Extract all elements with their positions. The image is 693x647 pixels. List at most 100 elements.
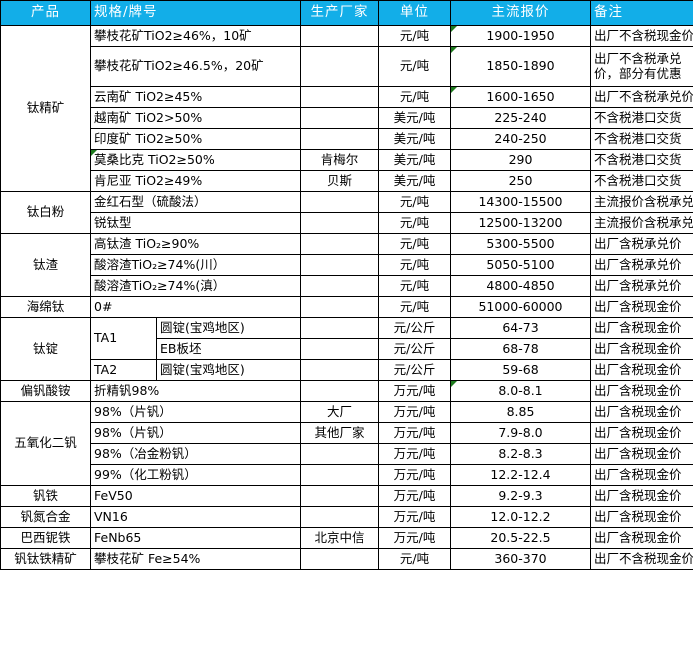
remark-cell: 出厂含税现金价	[590, 296, 693, 318]
table-row: 五氧化二钒 98%（片钒） 大厂 万元/吨 8.85 出厂含税现金价	[0, 401, 693, 486]
unit-cell: 元/吨	[378, 212, 451, 234]
spec-grade-cell: TA2	[90, 359, 157, 381]
unit-cell: 元/吨	[378, 86, 451, 108]
header-product: 产品	[0, 0, 91, 26]
unit-cell: 万元/吨	[378, 443, 451, 465]
remark-cell: 出厂不含税现金价	[590, 548, 693, 570]
product-group-cell: 五氧化二钒	[0, 401, 91, 486]
manufacturer-cell	[300, 233, 379, 255]
spec-cell: FeV50	[90, 485, 301, 507]
spec-cell: EB板坯	[156, 338, 301, 360]
price-cell: 8.0-8.1	[450, 380, 591, 402]
manufacturer-cell	[300, 86, 379, 108]
spec-cell: 莫桑比克 TiO2≥50%	[90, 149, 301, 171]
unit-cell: 元/吨	[378, 25, 451, 47]
table-row: 攀枝花矿TiO2≥46.5%，20矿 元/吨 1850-1890 出厂不含税承兑价，部…	[1, 46, 693, 87]
table-row: 98%（冶金粉钒） 万元/吨 8.2-8.3 出厂含税现金价	[1, 443, 693, 465]
price-cell: 20.5-22.5	[450, 527, 591, 549]
price-cell: 4800-4850	[450, 275, 591, 297]
price-cell: 8.2-8.3	[450, 443, 591, 465]
remark-cell: 出厂含税现金价	[590, 422, 693, 444]
table-row: 钛精矿 攀枝花矿TiO2≥46%，10矿 元/吨 1900-1950 出厂不含税现金价	[0, 25, 693, 192]
remark-cell: 出厂含税现金价	[590, 506, 693, 528]
product-group-cell: 钛精矿	[0, 25, 91, 192]
manufacturer-cell	[300, 317, 379, 339]
table-row: 钒钛铁精矿 攀枝花矿 Fe≥54% 元/吨 360-370 出厂不含税现金价	[0, 548, 693, 570]
price-cell: 240-250	[450, 128, 591, 150]
table-row: 莫桑比克 TiO2≥50% 肯梅尔 美元/吨 290 不含税港口交货	[1, 149, 693, 171]
spec-cell: 98%（冶金粉钒）	[90, 443, 301, 465]
price-cell: 1850-1890	[450, 46, 591, 87]
remark-cell: 出厂含税现金价	[590, 401, 693, 423]
unit-cell: 万元/吨	[378, 401, 451, 423]
table-row: 99%（化工粉钒） 万元/吨 12.2-12.4 出厂含税现金价	[1, 464, 693, 486]
spec-cell: 圆锭(宝鸡地区)	[156, 359, 301, 381]
remark-cell: 出厂含税承兑价	[590, 275, 693, 297]
price-cell: 59-68	[450, 359, 591, 381]
table-row: 巴西铌铁 FeNb65 北京中信 万元/吨 20.5-22.5 出厂含税现金价	[0, 527, 693, 549]
table-row: 海绵钛 0# 元/吨 51000-60000 出厂含税现金价	[0, 296, 693, 318]
manufacturer-cell	[300, 380, 379, 402]
manufacturer-cell	[300, 506, 379, 528]
spec-cell: 金红石型（硫酸法）	[90, 191, 301, 213]
remark-cell: 出厂含税现金价	[590, 485, 693, 507]
unit-cell: 元/公斤	[378, 338, 451, 360]
unit-cell: 元/吨	[378, 254, 451, 276]
price-cell: 7.9-8.0	[450, 422, 591, 444]
price-cell: 1900-1950	[450, 25, 591, 47]
price-cell: 5050-5100	[450, 254, 591, 276]
spec-cell: 98%（片钒）	[90, 422, 301, 444]
manufacturer-cell	[300, 254, 379, 276]
table-row: 钛白粉 金红石型（硫酸法） 元/吨 14300-15500 主流报价含税承兑	[0, 191, 693, 234]
remark-cell: 不含税港口交货	[590, 149, 693, 171]
spec-cell: 酸溶渣TiO₂≥74%(滇）	[90, 275, 301, 297]
manufacturer-cell	[300, 25, 379, 47]
remark-cell: 出厂含税现金价	[590, 527, 693, 549]
remark-cell: 主流报价含税承兑	[590, 212, 693, 234]
table-row: 98%（片钒） 其他厂家 万元/吨 7.9-8.0 出厂含税现金价	[1, 422, 693, 444]
product-group-cell: 巴西铌铁	[0, 527, 91, 549]
unit-cell: 元/吨	[378, 548, 451, 570]
price-cell: 9.2-9.3	[450, 485, 591, 507]
product-group-cell: 钛渣	[0, 233, 91, 297]
remark-cell: 出厂含税承兑价	[590, 254, 693, 276]
product-group-cell: 偏钒酸铵	[0, 380, 91, 402]
price-cell: 360-370	[450, 548, 591, 570]
header-manufacturer: 生产厂家	[300, 0, 379, 26]
unit-cell: 美元/吨	[378, 149, 451, 171]
unit-cell: 美元/吨	[378, 128, 451, 150]
price-cell: 64-73	[450, 317, 591, 339]
remark-cell: 出厂含税现金价	[590, 443, 693, 465]
unit-cell: 万元/吨	[378, 380, 451, 402]
spec-cell: 酸溶渣TiO₂≥74%(川）	[90, 254, 301, 276]
header-remark: 备注	[590, 0, 693, 26]
manufacturer-cell	[300, 548, 379, 570]
product-group-cell: 钒氮合金	[0, 506, 91, 528]
manufacturer-cell: 贝斯	[300, 170, 379, 192]
price-cell: 250	[450, 170, 591, 192]
spec-cell: 印度矿 TiO2≥50%	[90, 128, 301, 150]
table-row: 钒铁 FeV50 万元/吨 9.2-9.3 出厂含税现金价	[0, 485, 693, 507]
table-row: 云南矿 TiO2≥45% 元/吨 1600-1650 出厂不含税承兑价	[1, 86, 693, 108]
spec-cell: 攀枝花矿TiO2≥46.5%，20矿	[90, 46, 301, 87]
spec-cell: 肯尼亚 TiO2≥49%	[90, 170, 301, 192]
spec-cell: 99%（化工粉钒）	[90, 464, 301, 486]
table-row: 酸溶渣TiO₂≥74%(川） 元/吨 5050-5100 出厂含税承兑价	[1, 254, 693, 276]
manufacturer-cell	[300, 338, 379, 360]
price-cell: 14300-15500	[450, 191, 591, 213]
product-group-cell: 钒钛铁精矿	[0, 548, 91, 570]
remark-cell: 主流报价含税承兑	[590, 191, 693, 213]
remark-cell: 出厂含税现金价	[590, 380, 693, 402]
spec-cell: 越南矿 TiO2>50%	[90, 107, 301, 129]
table-body: 钛精矿 攀枝花矿TiO2≥46%，10矿 元/吨 1900-1950 出厂不含税现金价攀…	[0, 25, 693, 570]
remark-cell: 出厂含税现金价	[590, 338, 693, 360]
table-row: 印度矿 TiO2≥50% 美元/吨 240-250 不含税港口交货	[1, 128, 693, 150]
unit-cell: 元/公斤	[378, 317, 451, 339]
unit-cell: 元/吨	[378, 296, 451, 318]
spec-cell: 云南矿 TiO2≥45%	[90, 86, 301, 108]
table-header: 产品 规格/牌号 生产厂家 单位 主流报价 备注	[0, 0, 693, 26]
table-row: TA2 圆锭(宝鸡地区) 元/公斤 59-68 出厂含税现金价	[1, 359, 693, 381]
spec-cell: VN16	[90, 506, 301, 528]
spec-grade-cell: TA1	[90, 317, 157, 360]
manufacturer-cell	[300, 107, 379, 129]
